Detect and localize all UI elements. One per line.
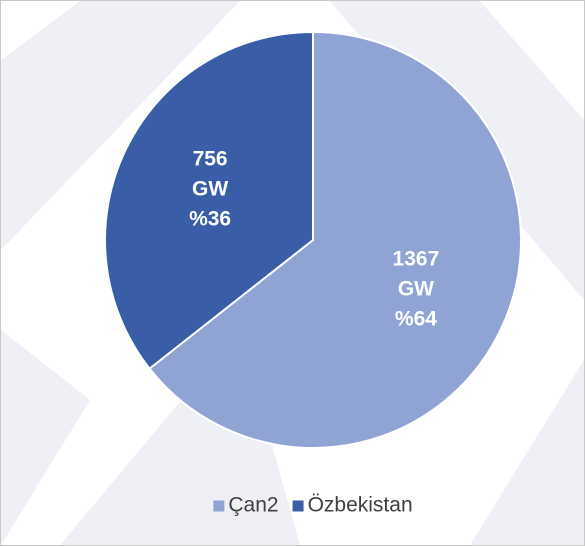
pie-slice [148,30,522,449]
value-label: 1367 [393,248,440,271]
legend-item: Özbekistan [292,494,413,517]
unit-label: GW [192,178,228,201]
value-label: 756 [193,148,228,171]
legend-label: Özbekistan [308,494,413,517]
legend-swatch [292,500,304,512]
unit-label: GW [398,278,434,301]
pie: 1367 GW %64 756 GW %36 [104,30,522,449]
percent-label: %64 [395,308,437,331]
legend-swatch [213,500,225,512]
legend-label: Çan2 [228,494,278,517]
pie-slice [104,30,314,371]
percent-label: %36 [189,208,231,231]
legend: Çan2 Özbekistan [213,494,413,517]
legend-item: Çan2 [213,494,279,517]
